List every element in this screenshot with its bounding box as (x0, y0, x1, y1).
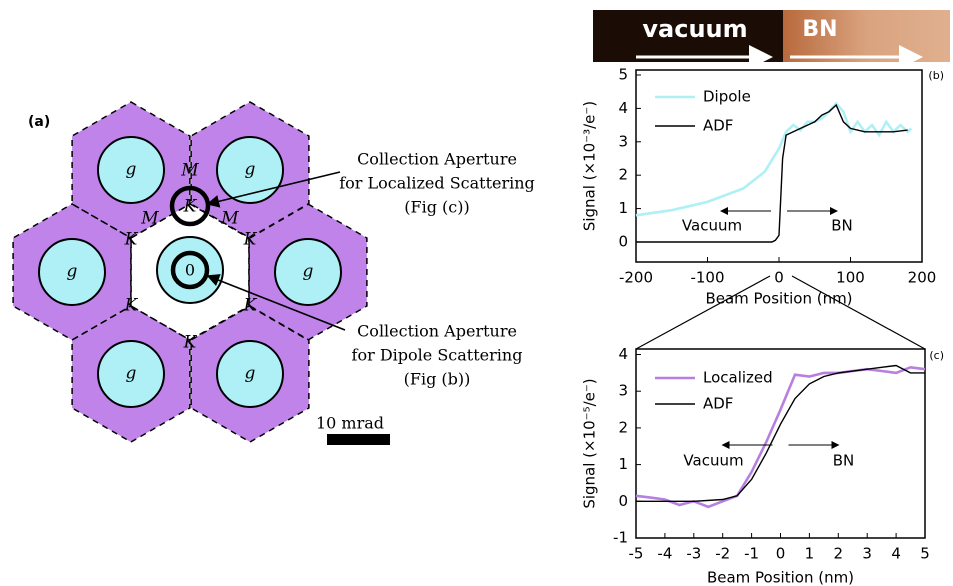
y-tick-label: 4 (618, 99, 628, 117)
k-label: K (183, 333, 198, 353)
m-label: M (140, 209, 159, 229)
callout-text: Collection Aperture (357, 322, 517, 341)
x-axis-label: Beam Position (nm) (707, 569, 854, 586)
k-label: K (243, 296, 258, 316)
annotation: Vacuum (683, 452, 743, 470)
y-tick-label: -1 (613, 529, 628, 547)
y-tick-label: 1 (618, 455, 628, 473)
k-label: K (124, 230, 139, 250)
x-tick-label: -200 (619, 269, 653, 287)
k-label: K (243, 230, 258, 250)
callout-text: Collection Aperture (357, 150, 517, 169)
m-label: M (180, 161, 199, 181)
origin-label: 0 (185, 261, 195, 280)
callout-text: (Fig (c)) (404, 198, 469, 217)
panel-label: (b) (928, 69, 944, 82)
x-tick-label: -5 (629, 545, 644, 563)
callout-text: for Localized Scattering (339, 174, 535, 193)
data-line (636, 103, 911, 215)
y-tick-label: 3 (618, 132, 628, 150)
y-tick-label: 0 (618, 232, 628, 250)
x-tick-label: 1 (805, 545, 815, 563)
data-line (636, 367, 925, 507)
x-tick-label: 100 (836, 269, 865, 287)
y-tick-label: 3 (618, 382, 628, 400)
legend-label: Localized (703, 369, 773, 387)
x-tick-label: -3 (686, 545, 701, 563)
figure: gggggg0KMMMKKKKKCollection Aperturefor L… (0, 0, 953, 586)
scale-bar (327, 434, 390, 445)
annotation: BN (831, 217, 853, 235)
x-tick-label: 2 (834, 545, 844, 563)
x-tick-label: -100 (690, 269, 724, 287)
spot-label: g (67, 262, 78, 282)
data-line (636, 366, 925, 502)
k-label: K (124, 296, 139, 316)
legend-label: ADF (703, 395, 733, 413)
x-tick-label: 0 (776, 545, 786, 563)
callout-text: for Dipole Scattering (352, 346, 523, 365)
spot-label: g (126, 160, 137, 180)
spot-label: g (245, 160, 256, 180)
m-label: M (220, 209, 239, 229)
annotation: BN (833, 452, 855, 470)
spot-label: g (245, 364, 256, 384)
aperture-label: K (183, 197, 198, 217)
image-strip: vacuum BN (593, 10, 950, 62)
x-axis-label: Beam Position (nm) (705, 290, 852, 308)
scale-label: 10 mrad (316, 414, 384, 433)
x-tick-label: 4 (891, 545, 901, 563)
x-tick-label: -2 (715, 545, 730, 563)
x-tick-label: -1 (744, 545, 759, 563)
x-tick-label: 0 (774, 269, 784, 287)
x-tick-label: 3 (862, 545, 872, 563)
y-tick-label: 2 (618, 418, 628, 436)
x-tick-label: 200 (908, 269, 937, 287)
y-axis-label: Signal (×10⁻³/e⁻) (581, 101, 599, 231)
strip-label: vacuum (642, 15, 747, 43)
y-axis-label: Signal (×10⁻⁵/e⁻) (581, 378, 599, 508)
y-tick-label: 2 (618, 166, 628, 184)
annotation: Vacuum (682, 217, 742, 235)
y-tick-label: 1 (618, 199, 628, 217)
y-tick-label: 0 (618, 492, 628, 510)
legend-label: ADF (703, 117, 733, 135)
spot-label: g (303, 262, 314, 282)
panel-label: (c) (929, 349, 944, 362)
legend-label: Dipole (703, 88, 751, 106)
y-tick-label: 5 (618, 66, 628, 84)
x-tick-label: -4 (657, 545, 672, 563)
y-tick-label: 4 (618, 345, 628, 363)
callout-text: (Fig (b)) (404, 370, 471, 389)
zoom-lines (636, 276, 925, 349)
panel-label: (a) (28, 114, 50, 130)
strip-label: BN (802, 17, 837, 42)
spot-label: g (126, 364, 137, 384)
x-tick-label: 5 (920, 545, 930, 563)
